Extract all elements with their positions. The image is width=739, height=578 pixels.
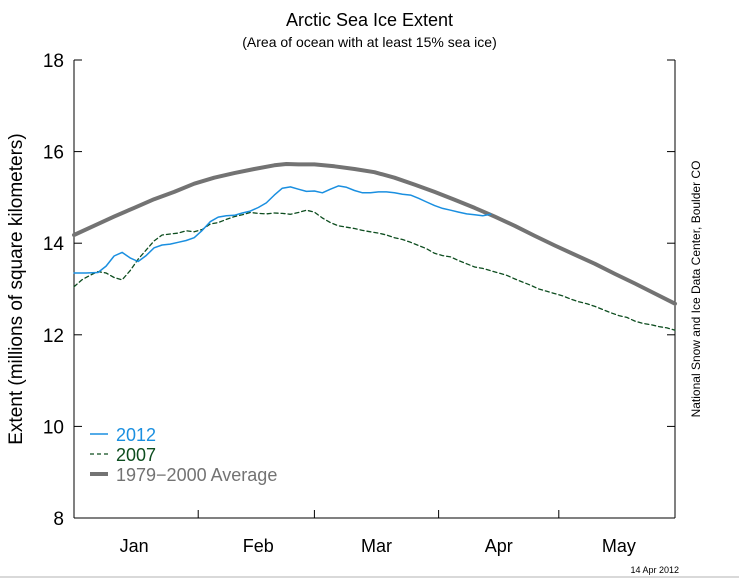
date-stamp: 14 Apr 2012 — [630, 565, 679, 575]
y-tick-label: 10 — [43, 417, 64, 438]
chart-subtitle: (Area of ocean with at least 15% sea ice… — [242, 34, 497, 50]
series-line-1979-2000-average — [72, 162, 677, 306]
legend-label-2012: 2012 — [116, 425, 156, 445]
series-line-2012 — [73, 185, 492, 274]
y-axis-label: Extent (millions of square kilometers) — [6, 133, 27, 445]
x-tick-label: May — [602, 536, 636, 556]
y-tick-label: 12 — [43, 326, 64, 347]
legend-label-2007: 2007 — [116, 445, 156, 465]
credit-label: National Snow and Ice Data Center, Bould… — [689, 161, 703, 418]
y-tick-label: 8 — [53, 509, 64, 530]
x-tick-label: Feb — [243, 536, 274, 556]
legend-label-average: 1979−2000 Average — [116, 465, 277, 485]
series-line-2007 — [73, 209, 676, 331]
chart-title: Arctic Sea Ice Extent — [285, 10, 454, 30]
y-tick-label: 16 — [43, 143, 64, 164]
x-tick-label: Mar — [361, 536, 392, 556]
x-tick-label: Apr — [485, 536, 513, 556]
legend: 2012 2007 1979−2000 Average — [90, 425, 277, 485]
y-tick-label: 14 — [43, 234, 65, 255]
x-tick-label: Jan — [120, 536, 149, 556]
bottom-divider — [0, 576, 739, 578]
y-tick-label: 18 — [43, 51, 64, 72]
